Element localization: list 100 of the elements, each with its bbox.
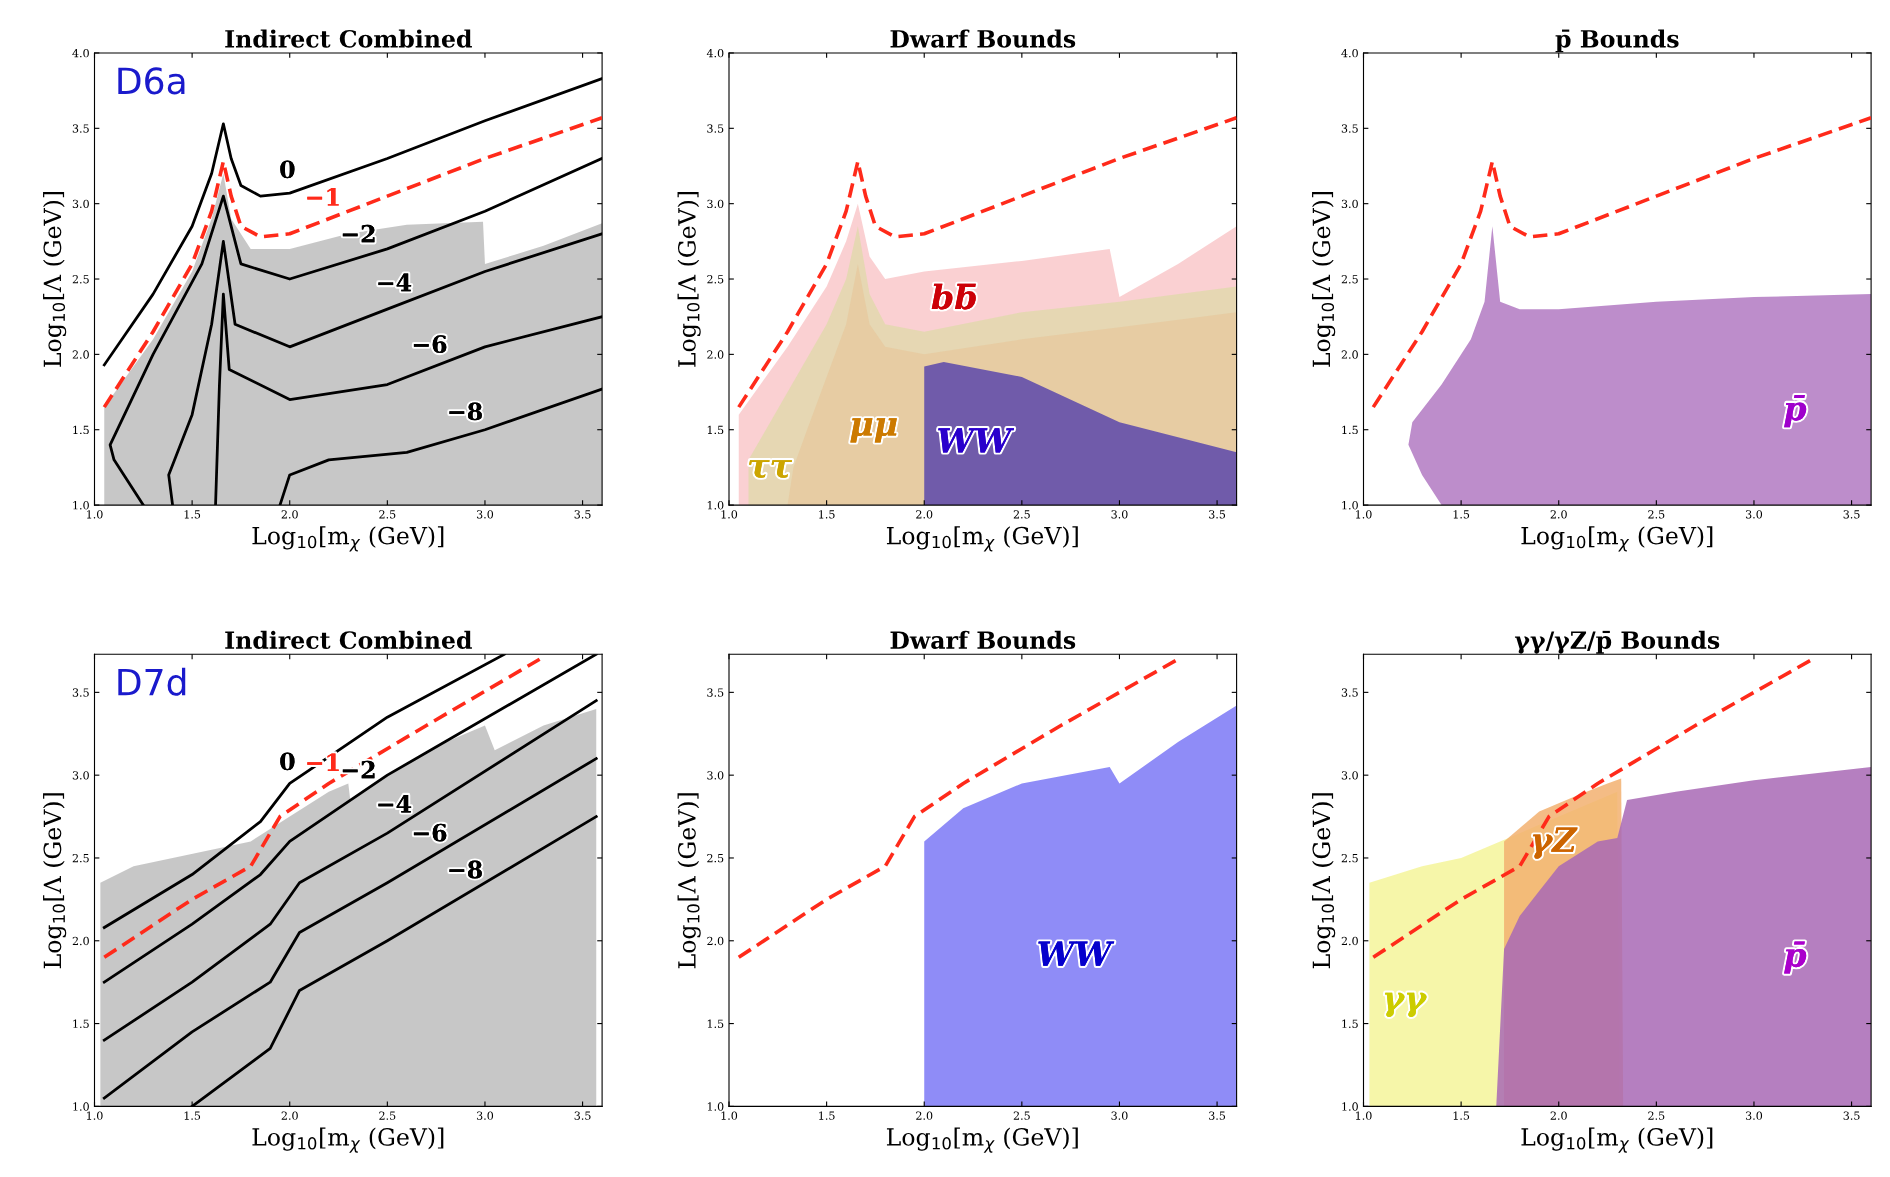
y-tick-label: 2.0 (707, 350, 724, 359)
y-tick-label: 2.5 (72, 274, 89, 284)
x-tick-label: 2.0 (281, 510, 298, 519)
x-tick-label: 3.0 (1745, 510, 1763, 519)
y-tick-label: 1.5 (1342, 425, 1358, 435)
x-tick-label: 3.5 (574, 510, 591, 519)
y-tick-label: 3.5 (1341, 124, 1358, 133)
x-tick-label: 3.5 (1843, 1111, 1860, 1120)
x-tick-label: 1.5 (184, 1111, 201, 1120)
x-axis-title: Log$_{10}$[m$_{χ}$ (GeV)] (1521, 1127, 1713, 1153)
x-tick-label: 2.0 (281, 1111, 298, 1120)
x-tick-label: 3.0 (476, 1111, 494, 1120)
y-tick-label: 1.0 (707, 1102, 724, 1111)
y-axis-title: Log$_{10}$[Λ (GeV)] (43, 191, 67, 367)
x-tick-label: 1.5 (1453, 510, 1470, 519)
x-axis-title: Log$_{10}$[m$_{χ}$ (GeV)] (252, 1127, 444, 1153)
series-label: −4 (378, 273, 412, 292)
series-label: 0 (280, 752, 295, 771)
y-tick-label: 1.0 (73, 1102, 89, 1111)
y-tick-label: 1.5 (1342, 1019, 1358, 1028)
x-tick-label: 1.0 (721, 510, 738, 519)
series-label: −6 (413, 823, 447, 842)
y-axis-title: Log$_{10}$[Λ (GeV)] (677, 191, 701, 367)
y-tick-label: 2.0 (707, 936, 724, 946)
y-axis-title: Log$_{10}$[Λ (GeV)] (1312, 191, 1336, 367)
x-tick-label: 3.5 (1209, 1111, 1226, 1120)
y-tick-label: 4.0 (72, 48, 89, 58)
y-axis-title: Log$_{10}$[Λ (GeV)] (1312, 793, 1336, 969)
series-label: WW (1038, 941, 1115, 966)
x-tick-label: 1.5 (184, 510, 201, 519)
series-label: γZ (1533, 827, 1578, 859)
y-tick-label: 3.0 (72, 199, 89, 209)
x-tick-label: 3.0 (476, 510, 494, 519)
y-tick-label: 2.0 (72, 350, 89, 359)
chart-title: p̄ Bounds (1555, 29, 1679, 53)
y-tick-label: 1.5 (707, 1019, 724, 1028)
x-tick-label: 2.0 (1550, 510, 1567, 519)
y-tick-label: 1.5 (707, 425, 724, 435)
y-tick-label: 3.5 (72, 124, 89, 133)
y-tick-label: 3.0 (707, 199, 724, 209)
y-tick-label: 1.0 (707, 501, 724, 510)
chart-title: Dwarf Bounds (890, 630, 1076, 650)
y-tick-label: 2.5 (707, 274, 724, 284)
y-tick-label: 1.0 (1342, 1102, 1358, 1111)
y-tick-label: 2.0 (1341, 936, 1358, 946)
annotation: D6a (118, 67, 185, 95)
x-tick-label: 1.5 (1453, 1111, 1470, 1120)
x-tick-label: 2.0 (916, 510, 933, 519)
y-tick-label: 3.0 (1341, 771, 1358, 780)
y-tick-label: 2.0 (1341, 350, 1358, 359)
y-tick-label: 1.0 (73, 501, 89, 510)
series-label: −2 (342, 760, 375, 779)
x-tick-label: 1.0 (87, 510, 103, 519)
chart-title: Indirect Combined (225, 630, 472, 650)
y-axis-title: Log$_{10}$[Λ (GeV)] (677, 793, 701, 969)
y-tick-label: 3.0 (707, 771, 724, 780)
annotation: D7d (118, 667, 186, 696)
x-tick-label: 2.0 (1550, 1111, 1567, 1120)
x-tick-label: 2.5 (1013, 510, 1030, 519)
y-tick-label: 2.5 (707, 853, 724, 863)
x-tick-label: 2.0 (916, 1111, 933, 1120)
x-tick-label: 2.5 (1648, 1111, 1665, 1120)
series-label: ττ (749, 460, 793, 478)
x-axis-title: Log$_{10}$[m$_{χ}$ (GeV)] (252, 526, 444, 552)
y-tick-label: 1.5 (73, 425, 89, 435)
x-tick-label: 2.5 (1013, 1111, 1030, 1120)
y-tick-label: 4.0 (1341, 48, 1358, 58)
x-tick-label: 3.0 (1111, 1111, 1128, 1120)
y-tick-label: 3.5 (707, 688, 724, 697)
series-label: p̄ (1784, 395, 1807, 428)
x-tick-label: 3.0 (1111, 510, 1128, 519)
series-label: −4 (378, 794, 412, 813)
y-tick-label: 2.5 (1341, 853, 1358, 863)
x-tick-label: 1.0 (87, 1111, 103, 1120)
y-tick-label: 2.5 (1341, 274, 1358, 284)
y-tick-label: 1.5 (73, 1019, 89, 1028)
y-tick-label: 3.5 (72, 688, 89, 697)
y-tick-label: 3.0 (1341, 199, 1358, 209)
series-label: p̄ (1784, 941, 1807, 974)
series-label: −8 (449, 402, 482, 421)
x-tick-label: 3.5 (574, 1111, 591, 1120)
x-tick-label: 3.0 (1745, 1111, 1763, 1120)
y-tick-label: 4.0 (706, 48, 724, 58)
x-axis-title: Log$_{10}$[m$_{χ}$ (GeV)] (1521, 526, 1713, 552)
y-tick-label: 3.0 (72, 771, 89, 780)
series-label: −1 (307, 188, 339, 206)
y-tick-label: 1.0 (1342, 501, 1358, 510)
chart-title: γγ/γZ/p̄ Bounds (1514, 630, 1720, 654)
series-label: −8 (449, 860, 482, 879)
series-label: bb̄ (931, 283, 976, 310)
x-tick-label: 1.0 (1356, 1111, 1372, 1120)
x-tick-label: 2.5 (379, 1111, 396, 1120)
x-axis-title: Log$_{10}$[m$_{χ}$ (GeV)] (886, 526, 1078, 552)
chart-title: Indirect Combined (225, 29, 472, 48)
y-tick-label: 3.5 (707, 124, 724, 133)
y-tick-label: 2.0 (72, 936, 89, 946)
series-label: μμ (850, 418, 897, 443)
chart-title: Dwarf Bounds (890, 29, 1076, 48)
series-label: −6 (413, 335, 447, 354)
y-tick-label: 3.5 (1341, 688, 1358, 697)
